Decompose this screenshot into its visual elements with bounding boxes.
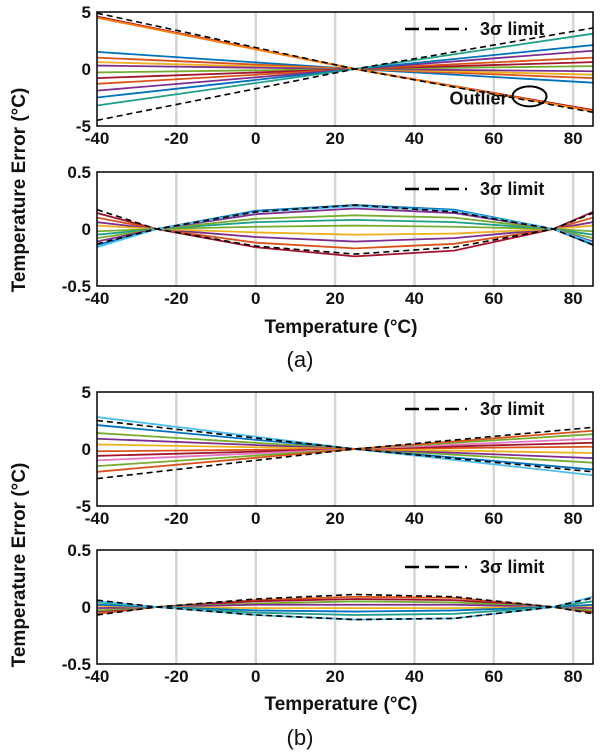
y-axis-label-a: Temperature Error (°C) <box>9 88 30 293</box>
plot-area <box>97 417 593 479</box>
chart-panel-2: -40 -20 0 20 40 60 800.50-0.53σ limit <box>62 163 593 308</box>
x-tick-label: -20 <box>164 129 189 148</box>
plot-area <box>97 205 593 256</box>
x-axis-label-b: Temperature (°C) <box>265 694 418 715</box>
y-tick-label: 0 <box>82 598 91 617</box>
x-tick-label: -20 <box>164 667 189 686</box>
legend-label: 3σ limit <box>480 399 544 419</box>
legend-label: 3σ limit <box>480 19 544 39</box>
series-line <box>97 34 593 106</box>
y-tick-label: -5 <box>76 117 91 136</box>
y-tick-label: -0.5 <box>62 277 91 296</box>
x-tick-label: 0 <box>251 509 260 528</box>
x-tick-label: 80 <box>564 289 583 308</box>
legend-label: 3σ limit <box>480 557 544 577</box>
x-axis-label-a: Temperature (°C) <box>265 317 418 338</box>
x-tick-label: 40 <box>405 129 424 148</box>
x-tick-label: 0 <box>251 129 260 148</box>
x-tick-label: 20 <box>326 509 345 528</box>
x-tick-label: 60 <box>484 129 503 148</box>
x-tick-label: 60 <box>484 667 503 686</box>
x-tick-label: 0 <box>251 667 260 686</box>
x-tick-label: 40 <box>405 289 424 308</box>
y-tick-label: 0.5 <box>67 163 91 182</box>
y-tick-label: 5 <box>82 3 91 22</box>
x-tick-label: -20 <box>164 509 189 528</box>
x-tick-label: 20 <box>326 667 345 686</box>
x-tick-label: 60 <box>484 509 503 528</box>
panel-label-b: (b) <box>287 725 314 750</box>
y-tick-label: 0 <box>82 220 91 239</box>
chart-panel-4: -40 -20 0 20 40 60 800.50-0.53σ limit <box>62 541 593 686</box>
x-tick-label: 80 <box>564 129 583 148</box>
limit-line <box>97 28 593 120</box>
x-tick-label: 40 <box>405 667 424 686</box>
y-tick-label: 0 <box>82 440 91 459</box>
x-tick-label: 60 <box>484 289 503 308</box>
x-tick-label: 20 <box>326 289 345 308</box>
y-tick-label: 0.5 <box>67 541 91 560</box>
panel-label-a: (a) <box>287 347 314 372</box>
legend-label: 3σ limit <box>480 179 544 199</box>
y-tick-label: 0 <box>82 60 91 79</box>
y-tick-label: 5 <box>82 383 91 402</box>
plot-area <box>97 594 593 619</box>
y-tick-label: -0.5 <box>62 655 91 674</box>
x-tick-label: 20 <box>326 129 345 148</box>
outlier-label: Outlier <box>449 88 507 108</box>
y-tick-label: -5 <box>76 497 91 516</box>
x-tick-label: 40 <box>405 509 424 528</box>
x-tick-label: 80 <box>564 667 583 686</box>
y-axis-label-b: Temperature Error (°C) <box>9 463 30 668</box>
x-tick-label: 80 <box>564 509 583 528</box>
x-tick-label: 0 <box>251 289 260 308</box>
x-tick-label: -20 <box>164 289 189 308</box>
